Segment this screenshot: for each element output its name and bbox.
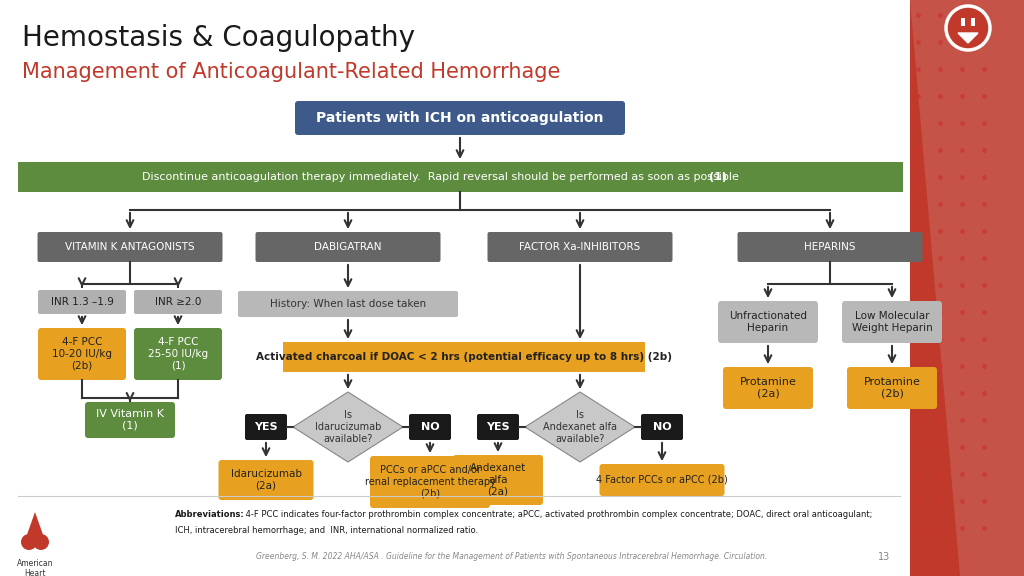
Text: YES: YES [254,422,278,432]
Text: VITAMIN K ANTAGONISTS: VITAMIN K ANTAGONISTS [66,242,195,252]
Text: History: When last dose taken: History: When last dose taken [270,299,426,309]
FancyBboxPatch shape [238,291,458,317]
FancyBboxPatch shape [85,402,175,438]
Bar [18,162,903,192]
FancyBboxPatch shape [370,456,490,508]
Text: 4-F PCC
10-20 IU/kg
(2b): 4-F PCC 10-20 IU/kg (2b) [52,338,112,370]
Text: INR ≥2.0: INR ≥2.0 [155,297,201,307]
FancyBboxPatch shape [295,101,625,135]
Text: INR 1.3 –1.9: INR 1.3 –1.9 [50,297,114,307]
FancyBboxPatch shape [842,301,942,343]
FancyBboxPatch shape [256,232,440,262]
Text: Protamine
(2a): Protamine (2a) [739,377,797,399]
FancyBboxPatch shape [38,328,126,380]
Text: Is
Idarucizumab
available?: Is Idarucizumab available? [314,410,381,444]
Text: Andexanet
alfa
(2a): Andexanet alfa (2a) [470,464,526,497]
Text: Management of Anticoagulant-Related Hemorrhage: Management of Anticoagulant-Related Hemo… [22,62,560,82]
Polygon shape [910,0,1024,576]
Text: FACTOR Xa-INHIBITORS: FACTOR Xa-INHIBITORS [519,242,641,252]
Text: Activated charcoal if DOAC < 2 hrs (potential efficacy up to 8 hrs) (2b): Activated charcoal if DOAC < 2 hrs (pote… [256,352,672,362]
Text: YES: YES [486,422,510,432]
Text: DABIGATRAN: DABIGATRAN [314,242,382,252]
FancyBboxPatch shape [599,464,725,496]
Text: Abbreviations:: Abbreviations: [175,510,245,519]
Text: 13: 13 [878,552,890,562]
Bar [283,342,645,372]
Text: 4-F PCC
25-50 IU/kg
(1): 4-F PCC 25-50 IU/kg (1) [147,338,208,370]
FancyBboxPatch shape [718,301,818,343]
FancyBboxPatch shape [737,232,923,262]
Circle shape [946,6,990,50]
Circle shape [33,534,49,550]
Text: ICH, intracerebral hemorrhage; and  INR, international normalized ratio.: ICH, intracerebral hemorrhage; and INR, … [175,526,478,535]
Text: 4 Factor PCCs or aPCC (2b): 4 Factor PCCs or aPCC (2b) [596,475,728,485]
Text: Hemostasis & Coagulopathy: Hemostasis & Coagulopathy [22,24,415,52]
Text: NO: NO [421,422,439,432]
Polygon shape [958,33,978,43]
Text: IV Vitamin K
(1): IV Vitamin K (1) [96,409,164,431]
Text: Protamine
(2b): Protamine (2b) [863,377,921,399]
Text: NO: NO [652,422,672,432]
Polygon shape [23,512,47,546]
FancyBboxPatch shape [218,460,313,500]
Text: Low Molecular
Weight Heparin: Low Molecular Weight Heparin [852,311,933,333]
FancyBboxPatch shape [723,367,813,409]
Bar [961,18,975,26]
Text: American
Heart
Association.: American Heart Association. [12,559,58,576]
Text: (1): (1) [710,172,727,182]
FancyBboxPatch shape [38,232,222,262]
Text: Is
Andexanet alfa
available?: Is Andexanet alfa available? [543,410,617,444]
Text: Patients with ICH on anticoagulation: Patients with ICH on anticoagulation [316,111,604,125]
Bar [965,18,971,26]
Polygon shape [525,392,635,462]
Polygon shape [910,0,1024,576]
Circle shape [22,534,37,550]
Text: Idarucizumab
(2a): Idarucizumab (2a) [230,469,301,491]
Text: PCCs or aPCC and/or
renal replacement therapy
(2b): PCCs or aPCC and/or renal replacement th… [365,465,496,499]
FancyBboxPatch shape [134,328,222,380]
FancyBboxPatch shape [38,290,126,314]
Text: Discontinue anticoagulation therapy immediately.  Rapid reversal should be perfo: Discontinue anticoagulation therapy imme… [142,172,742,182]
Text: HEPARINS: HEPARINS [804,242,856,252]
FancyBboxPatch shape [409,414,451,440]
FancyBboxPatch shape [487,232,673,262]
FancyBboxPatch shape [847,367,937,409]
FancyBboxPatch shape [641,414,683,440]
FancyBboxPatch shape [134,290,222,314]
FancyBboxPatch shape [453,455,543,505]
FancyBboxPatch shape [245,414,287,440]
FancyBboxPatch shape [477,414,519,440]
Text: Unfractionated
Heparin: Unfractionated Heparin [729,311,807,333]
Text: 4-F PCC indicates four-factor prothrombin complex concentrate; aPCC, activated p: 4-F PCC indicates four-factor prothrombi… [243,510,872,519]
Polygon shape [293,392,403,462]
Text: Greenberg, S. M. 2022 AHA/ASA . Guideline for the Management of Patients with Sp: Greenberg, S. M. 2022 AHA/ASA . Guidelin… [256,552,768,561]
